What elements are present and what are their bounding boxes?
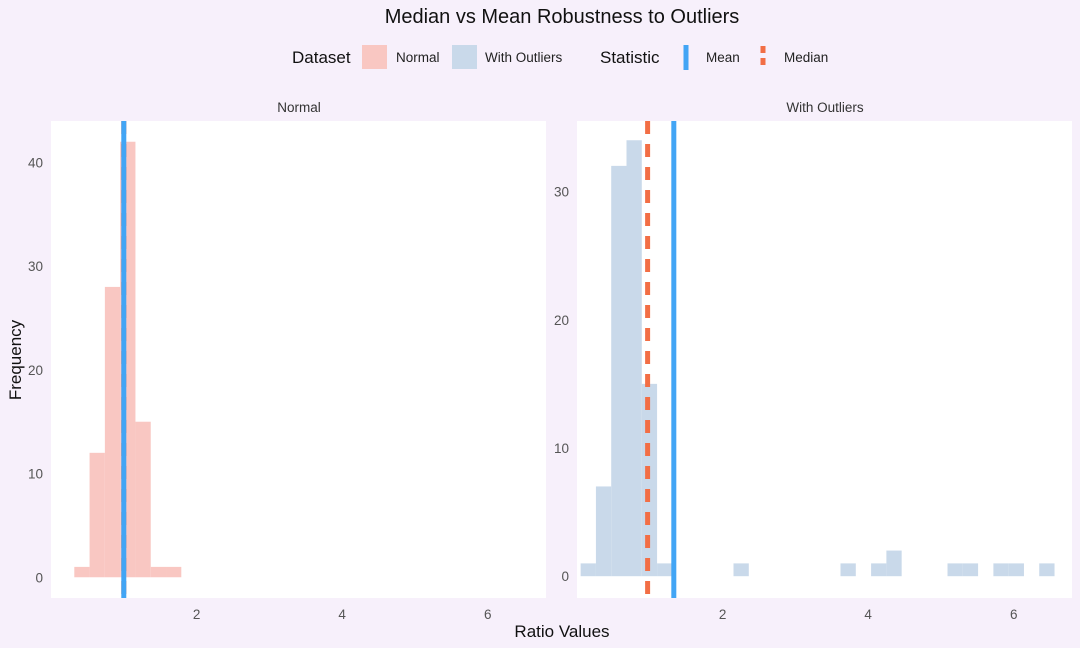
panel-with-outliers: 0 10 20 30 2 4 6 (554, 121, 1072, 622)
legend-mean-label: Mean (706, 50, 740, 65)
histogram-bar (947, 563, 963, 577)
histogram-bar (89, 452, 105, 578)
x-axis-title: Ratio Values (514, 622, 609, 641)
histogram-bar (871, 563, 887, 577)
y-tick-label: 30 (554, 185, 569, 200)
histogram-bar (993, 563, 1009, 577)
legend-statistic-title: Statistic (600, 48, 660, 67)
legend-median-label: Median (784, 50, 828, 65)
legend-normal-label: Normal (396, 50, 440, 65)
chart-title: Median vs Mean Robustness to Outliers (385, 6, 740, 28)
y-tick-label: 20 (554, 313, 569, 328)
histogram-bar (611, 165, 627, 577)
histogram-bar (580, 563, 596, 577)
x-tick-label: 6 (484, 607, 492, 622)
panel-normal: 0 10 20 30 40 2 4 6 (28, 121, 546, 622)
legend-dataset-title: Dataset (292, 48, 351, 67)
legend-with-outliers-swatch (452, 45, 477, 69)
histogram-bar (595, 486, 612, 577)
x-tick-label: 2 (193, 607, 201, 622)
x-tick-label: 6 (1010, 607, 1018, 622)
y-tick-label: 0 (561, 569, 569, 584)
histogram-bar (1039, 563, 1055, 577)
histogram-bar (733, 563, 749, 577)
histogram-bar (74, 566, 90, 578)
y-axis-title: Frequency (6, 319, 25, 400)
legend-normal-swatch (362, 45, 387, 69)
y-tick-label: 10 (554, 441, 569, 456)
panel-with-outliers-background (577, 121, 1072, 598)
legend: Dataset Normal With Outliers Statistic M… (292, 45, 828, 70)
histogram-bar (135, 421, 151, 578)
histogram-bar (657, 563, 673, 577)
x-tick-label: 2 (719, 607, 727, 622)
y-tick-label: 0 (35, 570, 43, 585)
panel-with-outliers-strip: With Outliers (786, 100, 864, 115)
histogram-bar (166, 566, 182, 578)
histogram-bar (886, 550, 902, 577)
y-tick-label: 10 (28, 467, 43, 482)
y-tick-label: 20 (28, 363, 43, 378)
histogram-bar (626, 140, 642, 577)
y-tick-label: 40 (28, 155, 43, 170)
histogram-bar (840, 563, 856, 577)
x-tick-label: 4 (338, 607, 346, 622)
histogram-bar (962, 563, 979, 577)
legend-with-outliers-label: With Outliers (485, 50, 563, 65)
histogram-bar (150, 566, 167, 578)
x-tick-label: 4 (864, 607, 872, 622)
panel-normal-strip: Normal (277, 100, 321, 115)
histogram-bar (1008, 563, 1024, 577)
y-tick-label: 30 (28, 259, 43, 274)
histogram-bar (104, 286, 121, 578)
